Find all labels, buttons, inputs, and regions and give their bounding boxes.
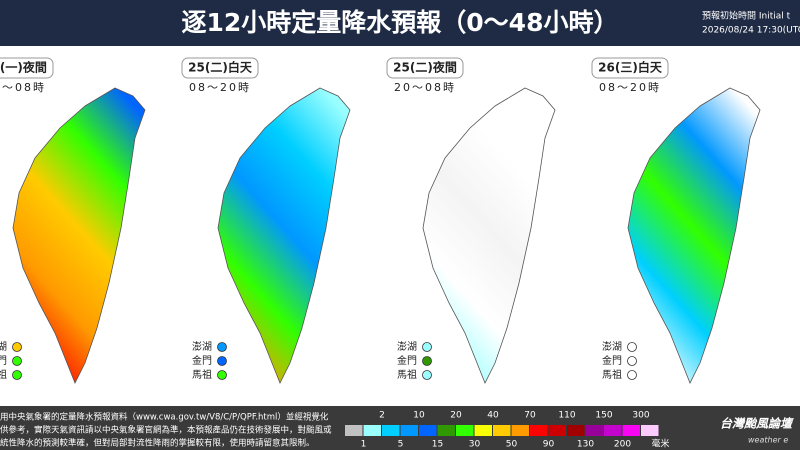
legend-swatch — [437, 425, 455, 436]
header-bar — [0, 0, 800, 46]
island-label: 澎湖 — [0, 341, 7, 353]
island-dot — [12, 356, 22, 366]
brand: 台灣颱風論壇 — [720, 417, 794, 431]
init-label: 預報初始時間 Initial t — [702, 10, 791, 22]
date-box — [181, 57, 259, 79]
legend-upper: 70 — [524, 411, 536, 421]
legend-swatch — [585, 425, 603, 436]
panel-date: 25(二)白天 — [188, 60, 253, 75]
legend-swatch — [530, 425, 548, 436]
date-box — [591, 57, 669, 79]
legend-lower: 30 — [469, 440, 481, 450]
legend-upper: 20 — [450, 411, 462, 421]
legend-lower: 1 — [361, 440, 367, 450]
island-dot — [422, 370, 432, 380]
title: 逐12小時定量降水預報（0～48小時） — [182, 8, 619, 37]
island-label: 澎湖 — [602, 341, 622, 353]
legend-lower: 130 — [577, 440, 594, 450]
date-box — [0, 57, 54, 79]
island-label: 馬祖 — [397, 368, 417, 381]
legend-swatch — [511, 425, 529, 436]
island-dot — [217, 370, 227, 380]
taiwan-map — [627, 87, 761, 384]
legend-swatch — [622, 425, 640, 436]
legend-lower: 50 — [506, 440, 518, 450]
island-label: 澎湖 — [192, 341, 212, 353]
island-dot — [422, 356, 432, 366]
island-dot — [217, 342, 227, 352]
legend-swatch — [567, 425, 585, 436]
init-time: 2026/08/24 17:30(UTC — [702, 26, 800, 36]
legend-upper: 300 — [632, 411, 649, 421]
legend-swatch — [456, 425, 474, 436]
island-dot — [12, 370, 22, 380]
panel-period: 08～20時 — [189, 81, 251, 94]
panel-period: 20～08時 — [394, 81, 456, 94]
island-dot — [627, 370, 637, 380]
island-label: 馬祖 — [0, 368, 7, 381]
island-dot — [627, 342, 637, 352]
legend-upper: 110 — [558, 411, 575, 421]
legend-upper: 150 — [595, 411, 612, 421]
legend-upper: 2 — [379, 411, 385, 421]
legend-swatch — [400, 425, 418, 436]
taiwan-map — [422, 87, 556, 384]
panel-date: 24(一)夜間 — [0, 60, 47, 75]
island-label: 馬祖 — [602, 368, 622, 381]
disclaimer: 用中央氣象署的定量降水預報資料（www.cwa.gov.tw/V8/C/P/QP… — [0, 412, 329, 423]
legend-swatch — [382, 425, 400, 436]
brand-sub: weather e — [748, 436, 788, 445]
panel-date: 25(二)夜間 — [393, 60, 457, 75]
panel-period: 08～20時 — [599, 81, 661, 94]
legend-swatch — [474, 425, 492, 436]
legend-lower: 15 — [432, 440, 443, 450]
date-box — [386, 57, 464, 79]
legend-lower: 200 — [614, 440, 631, 450]
legend-swatch — [641, 425, 659, 436]
footer-bar — [0, 406, 800, 450]
legend-lower: 90 — [543, 440, 555, 450]
island-dot — [217, 356, 227, 366]
legend-swatch — [363, 425, 381, 436]
legend-upper: 40 — [487, 411, 499, 421]
island-label: 金門 — [602, 354, 622, 367]
legend-swatch — [548, 425, 566, 436]
taiwan-map — [217, 87, 351, 384]
island-label: 金門 — [397, 354, 417, 367]
island-label: 金門 — [0, 354, 7, 367]
legend-lower: 5 — [398, 440, 404, 450]
island-label: 澎湖 — [397, 341, 417, 353]
disclaimer: 統性降水的預測較準確，但對局部對流性降雨的掌握較有限，使用時請留意其限制。 — [0, 438, 315, 449]
legend-swatch — [419, 425, 437, 436]
island-dot — [12, 342, 22, 352]
disclaimer: 供參考，實際天氣資訊請以中央氣象署官網為準，本預報產品仍在技術發展中，對颱風或 — [0, 425, 332, 436]
island-dot — [627, 356, 637, 366]
legend-unit: 毫米 — [652, 438, 670, 450]
taiwan-map — [12, 87, 146, 384]
island-dot — [422, 342, 432, 352]
panel-date: 26(三)白天 — [598, 60, 663, 75]
legend-swatch — [604, 425, 622, 436]
panel-period: 20～08時 — [0, 81, 46, 94]
legend-swatch — [493, 425, 511, 436]
legend-upper: 10 — [413, 411, 425, 421]
island-label: 金門 — [192, 354, 212, 367]
island-label: 馬祖 — [192, 368, 212, 381]
legend-swatch — [345, 425, 363, 436]
